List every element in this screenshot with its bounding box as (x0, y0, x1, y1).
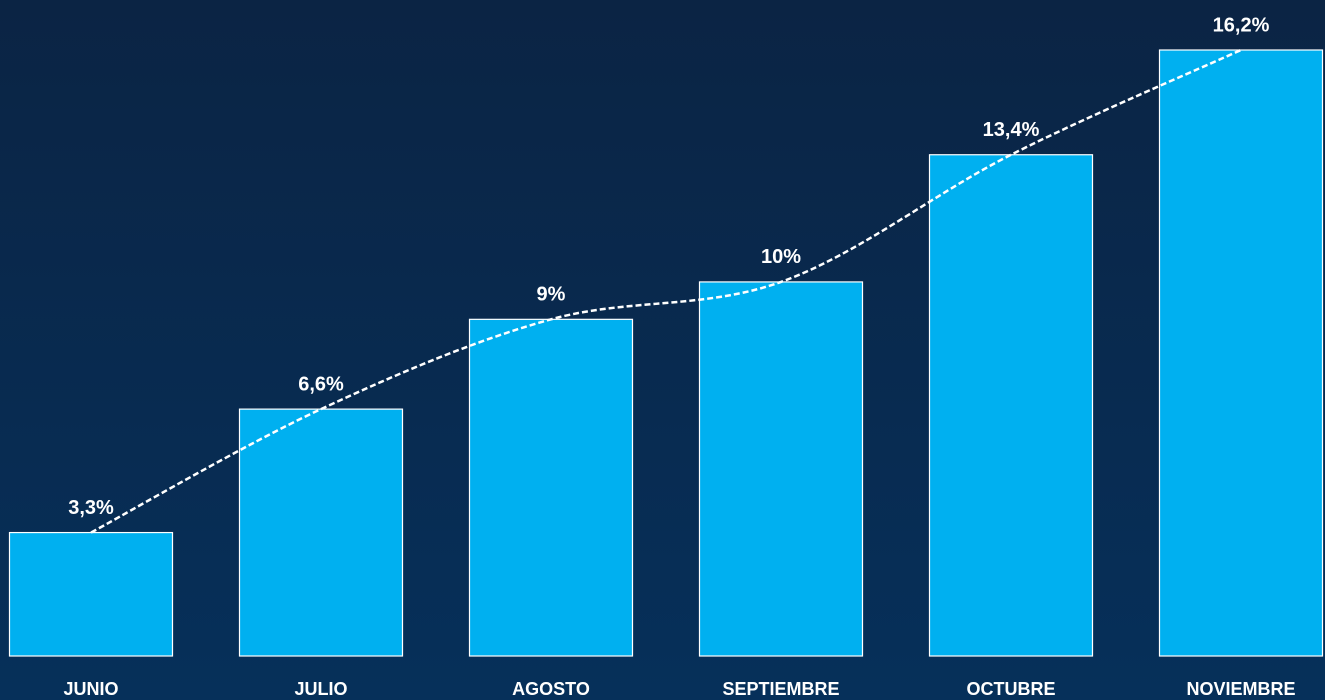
trend-line (90, 48, 1242, 534)
bar (238, 408, 404, 657)
bar (8, 531, 174, 657)
category-label: JUNIO (63, 679, 118, 699)
bar (1158, 49, 1324, 657)
value-label: 9% (537, 284, 566, 306)
category-label: NOVIEMBRE (1186, 679, 1295, 699)
value-label: 16,2% (1213, 14, 1270, 36)
bar (928, 154, 1094, 657)
category-label: OCTUBRE (967, 679, 1056, 699)
bar (698, 281, 864, 657)
category-label: AGOSTO (512, 679, 590, 699)
value-label: 13,4% (983, 119, 1040, 141)
bar (468, 318, 634, 657)
value-label: 3,3% (68, 497, 114, 519)
value-label: 6,6% (298, 373, 344, 395)
category-label: SEPTIEMBRE (722, 679, 839, 699)
value-label: 10% (761, 246, 801, 268)
category-label: JULIO (294, 679, 347, 699)
